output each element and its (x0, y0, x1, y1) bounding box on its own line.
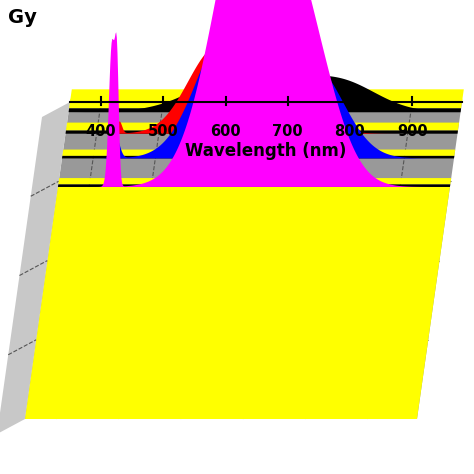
Text: 800: 800 (335, 124, 365, 139)
Polygon shape (62, 25, 454, 158)
Polygon shape (63, 150, 455, 156)
Polygon shape (65, 45, 457, 134)
Text: 900: 900 (397, 124, 428, 139)
Polygon shape (0, 102, 70, 434)
Polygon shape (70, 89, 464, 102)
Polygon shape (65, 130, 458, 134)
Polygon shape (58, 178, 451, 184)
Text: Wavelength (nm): Wavelength (nm) (185, 142, 346, 160)
Polygon shape (25, 187, 450, 419)
Text: 600: 600 (210, 124, 241, 139)
Text: 700: 700 (273, 124, 303, 139)
Text: Gy: Gy (8, 8, 37, 27)
Polygon shape (58, 184, 450, 187)
Polygon shape (69, 109, 461, 112)
Polygon shape (69, 69, 461, 112)
Polygon shape (58, 0, 450, 187)
Polygon shape (25, 102, 462, 419)
Text: 500: 500 (148, 124, 179, 139)
Polygon shape (66, 123, 459, 130)
Polygon shape (62, 156, 455, 158)
Text: 400: 400 (86, 124, 117, 139)
Polygon shape (69, 99, 463, 109)
